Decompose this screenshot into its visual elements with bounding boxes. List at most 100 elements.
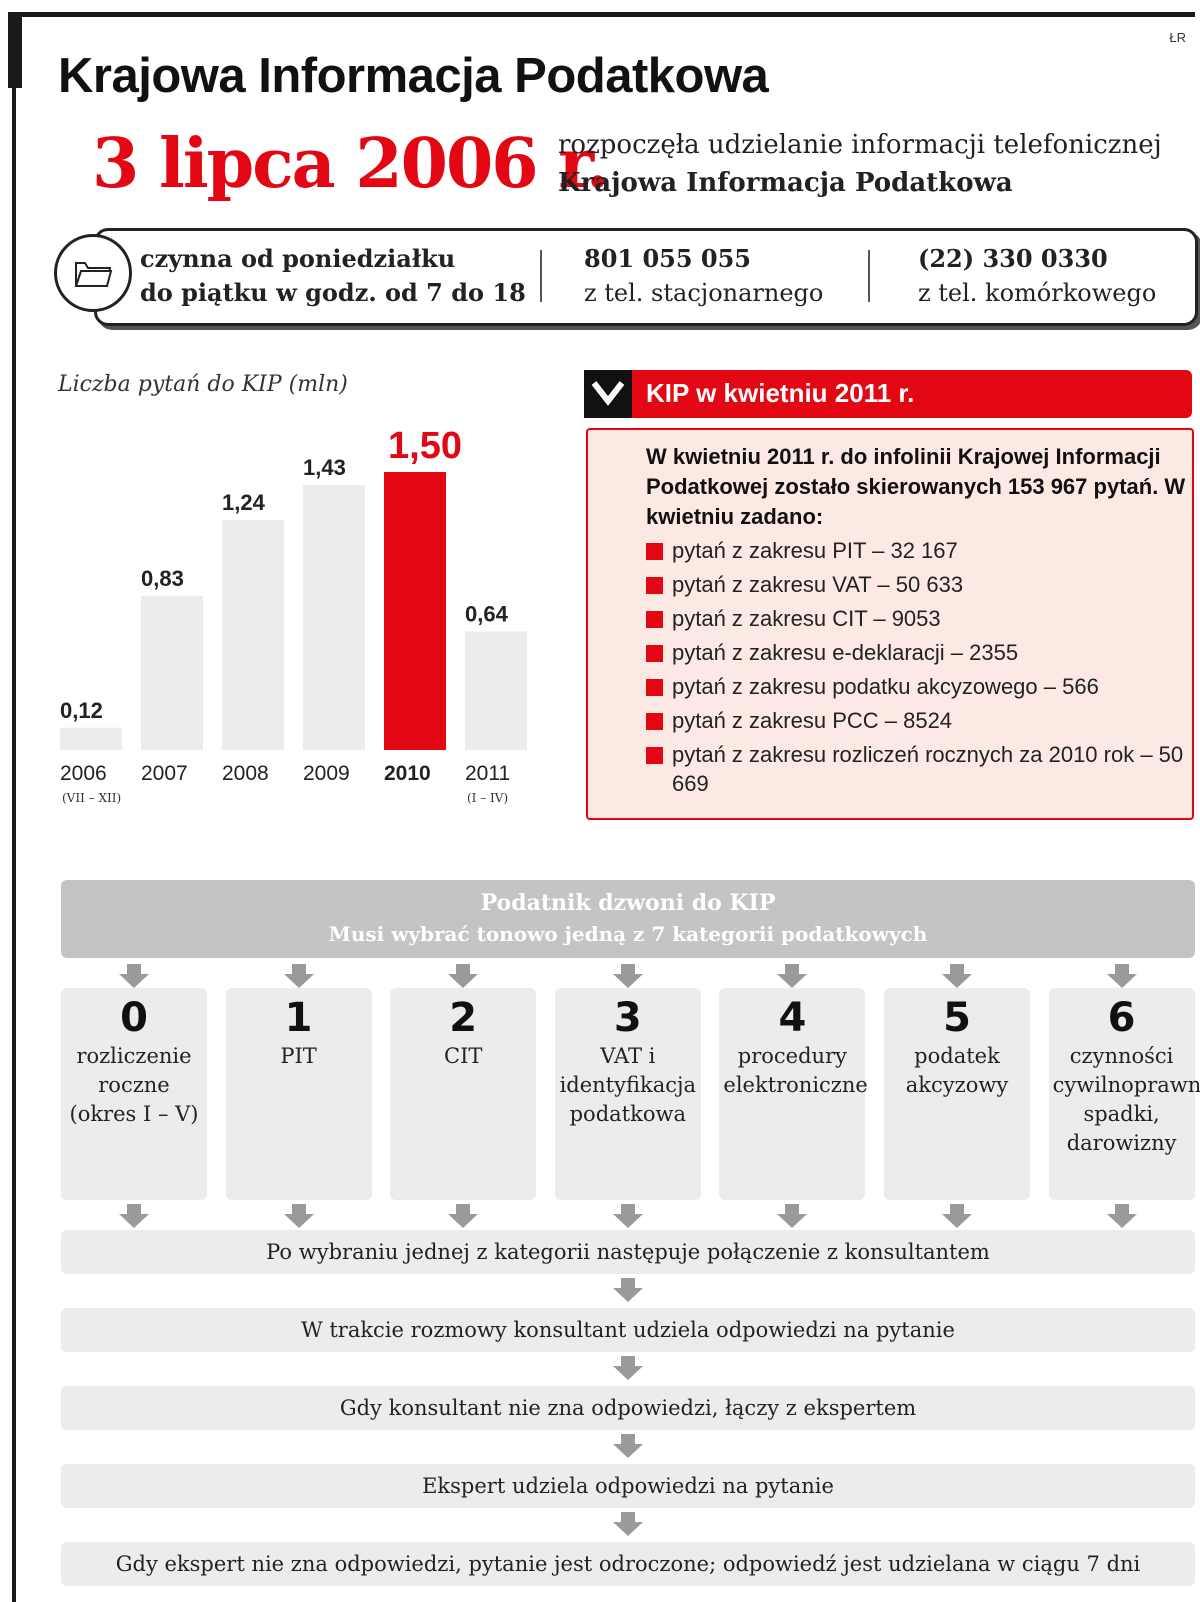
arrow-down-icon <box>283 964 314 988</box>
mobile-label: z tel. komórkowego <box>918 279 1157 307</box>
landline-label: z tel. stacjonarnego <box>584 279 824 307</box>
landline-info: 801 055 055 z tel. stacjonarnego <box>584 242 823 310</box>
flow-header-title: Podatnik dzwoni do KIP <box>480 890 776 916</box>
bullet-square-icon <box>646 543 663 560</box>
bullet-square-icon <box>646 577 663 594</box>
kip-list-item-text: pytań z zakresu e-deklaracji – 2355 <box>672 640 1019 665</box>
arrow-down-icon <box>613 1278 643 1302</box>
category-number: 1 <box>284 995 313 1041</box>
chart-title: Liczba pytań do KIP (mln) <box>58 372 348 397</box>
kip-list-item: pytań z zakresu podatku akcyzowego – 566 <box>646 670 1192 704</box>
flow-step: Ekspert udziela odpowiedzi na pytanie <box>61 1464 1195 1508</box>
arrow-down-icon <box>119 1204 149 1228</box>
frame-corner <box>8 12 22 88</box>
kip-list-item-text: pytań z zakresu PCC – 8524 <box>672 708 953 733</box>
arrow-down-icon <box>613 1356 643 1380</box>
kip-list-item: pytań z zakresu CIT – 9053 <box>646 602 1192 636</box>
credit: ŁR <box>1169 30 1186 45</box>
category-number: 0 <box>120 995 148 1041</box>
flow-step: Gdy konsultant nie zna odpowiedzi, łączy… <box>61 1386 1195 1430</box>
category-option-2: 2 CIT <box>390 988 537 1200</box>
landline-number: 801 055 055 <box>584 244 752 273</box>
category-number: 3 <box>613 995 642 1041</box>
arrow-down-icon <box>612 964 643 988</box>
flow-step: W trakcie rozmowy konsultant udziela odp… <box>61 1308 1195 1352</box>
kip-header <box>584 370 1192 418</box>
page-title: Krajowa Informacja Podatkowa <box>58 49 769 103</box>
mobile-number: (22) 330 0330 <box>918 244 1108 273</box>
category-option-1: 1 PIT <box>225 988 372 1200</box>
info-divider-1 <box>540 250 542 302</box>
value-label-2009: 1,43 <box>303 455 346 480</box>
info-divider-2 <box>868 250 870 302</box>
value-label-2010: 1,50 <box>388 425 462 467</box>
flow-step: Po wybraniu jednej z kategorii następuje… <box>61 1230 1195 1274</box>
kip-list-item: pytań z zakresu e-deklaracji – 2355 <box>646 636 1192 670</box>
kip-intro: W kwietniu 2011 r. do infolinii Krajowej… <box>646 444 1186 529</box>
info-box <box>94 228 1198 326</box>
kip-list-item: pytań z zakresu VAT – 50 633 <box>646 568 1192 602</box>
category-option-4: 4 procedury elektroniczne <box>719 988 868 1200</box>
category-label: podatek akcyzowy <box>905 1044 1009 1097</box>
arrow-down-icon <box>613 1434 643 1458</box>
flow-header-subtitle: Musi wybrać tonowo jedną z 7 kategorii p… <box>328 922 928 946</box>
category-note-2006: (VII – XII) <box>62 791 121 805</box>
bar-chart: 0,12 2006 (VII – XII) 0,83 2007 1,24 2008 1,43 2… <box>60 425 527 805</box>
kip-list-item: pytań z zakresu rozliczeń rocznych za 20… <box>646 738 1192 798</box>
intro-line-2: Krajowa Informacja Podatkowa <box>558 168 1013 198</box>
category-label-2011: 2011 <box>465 762 510 785</box>
arrow-down-icon <box>942 1204 972 1228</box>
kip-list-item: pytań z zakresu PCC – 8524 <box>646 704 1192 738</box>
kip-header-badge <box>584 370 632 418</box>
bar-2009 <box>303 484 365 750</box>
folder-icon <box>74 262 113 287</box>
category-label-2006: 2006 <box>60 762 107 785</box>
kip-list-item-text: pytań z zakresu podatku akcyzowego – 566 <box>672 674 1099 699</box>
value-label-2008: 1,24 <box>222 490 266 515</box>
arrow-down-icon <box>1106 1204 1137 1228</box>
arrow-down-icon <box>942 964 972 988</box>
frame-top-rule <box>8 12 1195 17</box>
arrow-down-icon <box>283 1204 314 1228</box>
kip-panel: W kwietniu 2011 r. do infolinii Krajowej… <box>586 428 1194 820</box>
category-label-2007: 2007 <box>141 762 188 785</box>
category-label-2008: 2008 <box>222 762 269 785</box>
hours-line-1: czynna od poniedziałku <box>140 244 456 273</box>
category-number: 5 <box>943 995 971 1041</box>
arrow-down-icon <box>1106 964 1137 988</box>
category-label: czynności cywilnoprawne, spadki, darowiz… <box>1052 1044 1200 1155</box>
bullet-square-icon <box>646 747 663 764</box>
start-date: 3 lipca 2006 r. <box>92 124 610 204</box>
bar-2007 <box>141 596 203 750</box>
kip-list-item-text: pytań z zakresu PIT – 32 167 <box>672 538 958 563</box>
arrow-down-icon <box>448 1204 479 1228</box>
arrow-down-icon <box>613 1512 643 1536</box>
frame-left-rule <box>12 12 16 1602</box>
bullet-square-icon <box>646 679 663 696</box>
kip-title: KIP w kwietniu 2011 r. <box>646 378 915 408</box>
category-option-5: 5 podatek akcyzowy <box>884 988 1030 1200</box>
arrow-down-icon <box>448 964 479 988</box>
category-label: rozliczenie roczne (okres I – V) <box>69 1044 199 1126</box>
category-label-2010: 2010 <box>384 762 431 785</box>
value-label-2006: 0,12 <box>60 698 103 723</box>
kip-list-item: pytań z zakresu PIT – 32 167 <box>646 534 1192 568</box>
value-label-2007: 0,83 <box>141 566 184 591</box>
kip-list-item-text: pytań z zakresu VAT – 50 633 <box>672 572 964 597</box>
category-label-2009: 2009 <box>303 762 350 785</box>
category-number: 2 <box>449 995 478 1041</box>
bullet-square-icon <box>646 645 663 662</box>
bar-2008 <box>222 520 284 750</box>
category-label: CIT <box>444 1044 483 1068</box>
flow-header: Podatnik dzwoni do KIP Musi wybrać tonow… <box>61 880 1195 958</box>
category-label: PIT <box>280 1044 317 1068</box>
category-number: 6 <box>1107 995 1136 1041</box>
folder-badge <box>54 234 132 312</box>
hours-line-2: do piątku w godz. od 7 do 18 <box>140 278 526 307</box>
bar-2011 <box>465 631 527 750</box>
flow-step: Gdy ekspert nie zna odpowiedzi, pytanie … <box>61 1542 1195 1586</box>
kip-list-item-text: pytań z zakresu CIT – 9053 <box>672 606 941 631</box>
category-label: VAT i identyfikacja podatkowa <box>559 1044 697 1126</box>
category-label: procedury elektroniczne <box>723 1044 868 1097</box>
bullet-square-icon <box>646 713 663 730</box>
